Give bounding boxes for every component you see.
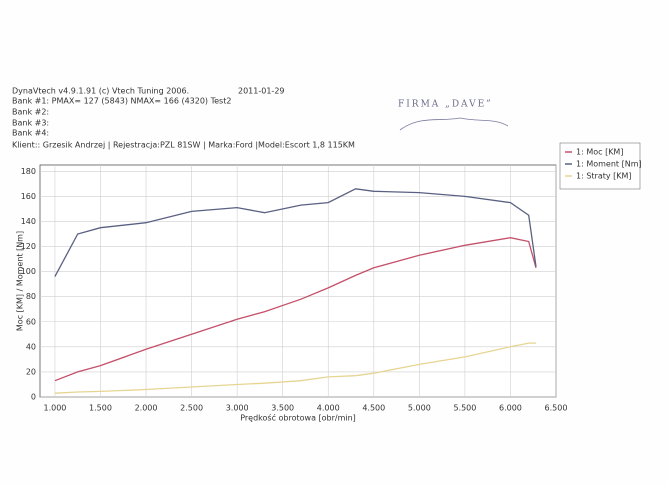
- series-line: [54, 342, 536, 394]
- x-tick-label: 2.500: [180, 404, 203, 413]
- bank-4: Bank #4:: [12, 129, 49, 138]
- x-tick-label: 3.500: [271, 404, 294, 413]
- series-line: [54, 188, 537, 277]
- y-tick-label: 100: [21, 267, 36, 276]
- bank-3: Bank #3:: [12, 119, 49, 128]
- y-tick-label: 80: [26, 292, 36, 301]
- y-tick-label: 120: [21, 242, 36, 251]
- x-tick-label: 4.000: [317, 404, 340, 413]
- y-tick-label: 60: [26, 317, 36, 326]
- legend-label: 1: Moment [Nm]: [576, 160, 642, 169]
- y-tick-label: 180: [21, 167, 36, 176]
- stamp: FIRMA „DAVE”: [398, 100, 493, 110]
- client: Klient:: Grzesik Andrzej | Rejestracja:P…: [12, 141, 355, 150]
- software: DynaVtech v4.9.1.91 (c) Vtech Tuning 200…: [12, 87, 189, 96]
- x-tick-label: 3.000: [226, 404, 249, 413]
- bank-2: Bank #2:: [12, 108, 49, 117]
- x-tick-label: 2.000: [135, 404, 158, 413]
- y-tick-label: 140: [21, 217, 36, 226]
- legend-label: 1: Straty [KM]: [576, 172, 632, 181]
- x-tick-label: 1.500: [89, 404, 112, 413]
- y-tick-label: 0: [31, 393, 36, 402]
- series-line: [54, 237, 537, 382]
- x-tick-label: 4.500: [362, 404, 385, 413]
- x-tick-label: 6.500: [545, 404, 568, 413]
- x-tick-label: 5.500: [453, 404, 476, 413]
- x-axis-label: Prędkość obrotowa [obr/min]: [240, 413, 356, 423]
- y-tick-label: 160: [21, 192, 36, 201]
- signature: [399, 117, 509, 131]
- date: 2011-01-29: [238, 87, 285, 96]
- y-tick-label: 40: [26, 342, 36, 351]
- y-axis-label: Moc [KM] / Moment [Nm]: [16, 231, 25, 331]
- bank-1: Bank #1: PMAX= 127 (5843) NMAX= 166 (432…: [12, 97, 231, 106]
- plot-area: [39, 164, 557, 398]
- legend-box: [559, 142, 641, 190]
- x-tick-label: 1.000: [43, 404, 66, 413]
- legend-label: 1: Moc [KM]: [576, 148, 623, 157]
- y-tick-label: 20: [26, 367, 36, 376]
- x-tick-label: 6.000: [499, 404, 522, 413]
- x-tick-label: 5.000: [408, 404, 431, 413]
